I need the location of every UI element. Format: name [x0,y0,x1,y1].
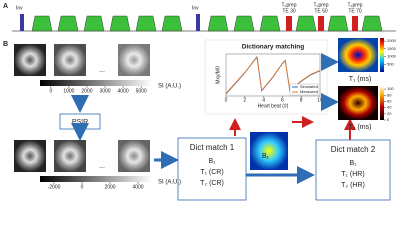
t2-map-label: T₂ (ms) [349,124,372,131]
colorbar-tick-label: 20 [387,111,392,116]
t1-map-label: T₁ (ms) [349,76,372,83]
x-tick-label: 10 [317,97,323,103]
colorbar-tick-label: 0 [49,88,52,94]
legend-label: Simulated [300,84,318,89]
image-series-top [14,44,150,76]
colorbar-tick-label: 1000 [63,88,74,94]
image-series-bottom [14,140,150,172]
colorbar-tick-label: 0 [387,117,390,122]
t2prep-pulse [318,16,324,31]
dict-match-2-box [315,139,391,201]
dict-match-title: Dict match 2 [331,145,376,154]
dict-match-item: B₁ [208,158,216,165]
x-tick-label: 6 [281,97,284,103]
colorbar-tick-label: 40 [387,105,392,110]
dict-match-item: T₂ (CR) [200,180,224,187]
psir-label: PSIR [72,119,88,126]
plot-area [225,53,321,97]
t2-map [338,86,378,120]
b1-label: B₁ [262,153,270,160]
inversion-pulse [20,14,24,31]
t2prep-te: TE 30 [282,8,296,14]
colorbar-tick-label: -2000 [48,184,61,190]
readout [295,15,317,32]
t2prep-te: TE 50 [314,8,328,14]
readout [57,15,79,32]
series-line [225,56,321,94]
panel-label: B [3,41,8,48]
colorbar-tick-label: 1000 [387,54,397,59]
colorbar-tick-label: 3000 [99,88,110,94]
colorbar-tick-label: 1500 [387,46,397,51]
readout [31,15,53,32]
colorbar-tick-label: 0 [81,184,84,190]
colorbar-tick-label: 4000 [132,184,143,190]
colorbar-tick-label: 60 [387,99,392,104]
readout [109,15,131,32]
colorbar-tick-label: 5000 [136,88,147,94]
readout [259,15,281,32]
dict-match-item: T₂ (HR) [341,182,365,189]
dict-match-title: Dict match 1 [190,143,235,152]
legend-box [289,83,319,96]
colorbar [380,86,384,120]
colorbar-tick-label: 2000 [81,88,92,94]
readout [207,15,229,32]
readout [233,15,255,32]
inversion-label: Inv [16,5,23,11]
colorbar [380,38,384,72]
inversion-label: Inv [192,5,199,11]
x-tick-label: 8 [300,97,303,103]
y-axis-label: Mxy/M0 [215,66,221,84]
readout [361,15,383,32]
colorbar-label: SI (A.U.) [158,180,181,186]
colorbar-tick-label: 4000 [118,88,129,94]
colorbar-tick-label: 100 [387,86,394,91]
x-tick-label: 2 [243,97,246,103]
t2prep-te: TE 70 [348,8,362,14]
inversion-pulse [196,14,200,31]
t2prep-pulse [286,16,292,31]
x-tick-label: 0 [225,97,228,103]
colorbar-tick-label: 500 [387,61,394,66]
colorbar-tick-label: 2000 [104,184,115,190]
dict-match-item: T₁ (HR) [341,171,364,178]
dict-match-1-box [177,137,247,201]
chart-title: Dictionary matching [242,44,305,51]
t2prep-pulse [352,16,358,31]
colorbar [40,176,152,182]
colorbar-label: SI (A.U.) [158,84,181,90]
colorbar-tick-label: 2000 [387,38,397,43]
panel-label: A [3,3,8,10]
x-tick-label: 4 [262,97,265,103]
t1-map [338,38,378,72]
readout [161,15,183,32]
readout [83,15,105,32]
dict-match-item: T₁ (CR) [200,169,223,176]
legend-label: Measured [300,89,318,94]
t2prep-label: T₂prep [281,2,296,8]
readout [327,15,349,32]
ellipsis: ... [99,67,105,74]
colorbar [40,80,152,86]
colorbar-tick-label: 80 [387,92,392,97]
t2prep-label: T₂prep [347,2,362,8]
readout [135,15,157,32]
dict-match-item: B₁ [349,160,357,167]
x-axis-label: Heart beat (#) [258,103,289,109]
ellipsis: ... [99,163,105,170]
t2prep-label: T₂prep [313,2,328,8]
b1-map [250,132,288,170]
